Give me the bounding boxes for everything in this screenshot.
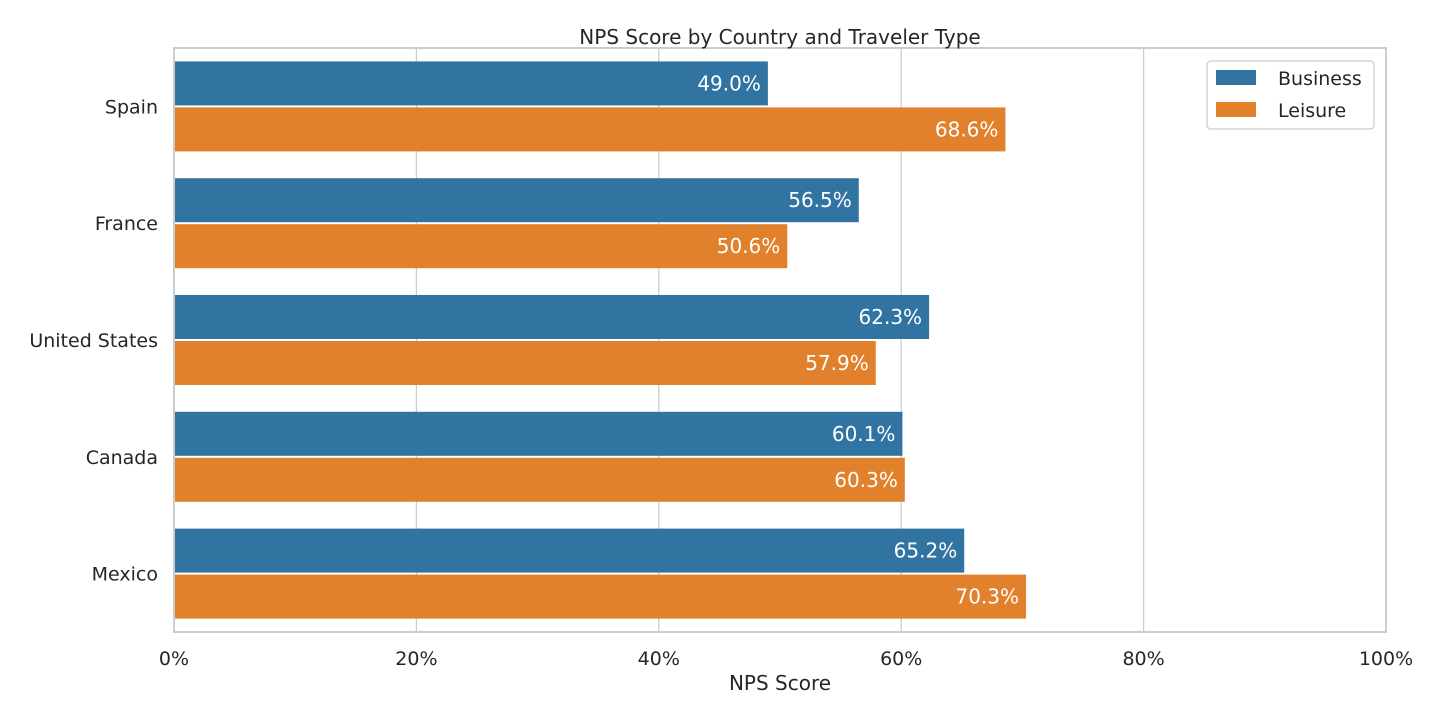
bar-leisure — [174, 574, 1027, 619]
bar-business — [174, 411, 903, 456]
plot-frame — [173, 47, 1387, 633]
y-tick-label: France — [95, 213, 158, 235]
bar-business — [174, 528, 965, 573]
x-tick-label: 80% — [1122, 648, 1164, 670]
bar-business — [174, 295, 930, 339]
data-label: 62.3% — [859, 305, 923, 329]
data-label: 57.9% — [805, 351, 869, 375]
bar-leisure — [174, 341, 876, 385]
chart-title: NPS Score by Country and Traveler Type — [579, 25, 980, 49]
bar-leisure — [174, 224, 788, 269]
bar-business — [174, 178, 859, 223]
bar-business — [174, 61, 768, 106]
legend-swatch-leisure — [1216, 102, 1256, 117]
x-tick-label: 100% — [1359, 648, 1413, 670]
y-tick-label: Spain — [105, 96, 158, 118]
legend-swatch-business — [1216, 70, 1256, 85]
x-axis-label: NPS Score — [729, 671, 831, 695]
data-label: 49.0% — [697, 71, 761, 95]
data-label: 60.3% — [834, 468, 898, 492]
data-label: 68.6% — [935, 117, 999, 141]
legend-label: Leisure — [1278, 100, 1346, 122]
x-tick-label: 40% — [638, 648, 680, 670]
x-tick-label: 60% — [880, 648, 922, 670]
x-tick-label: 0% — [159, 648, 189, 670]
data-label: 70.3% — [955, 585, 1019, 609]
x-tick-label: 20% — [395, 648, 437, 670]
bar-leisure — [174, 107, 1006, 152]
data-label: 65.2% — [894, 539, 958, 563]
data-label: 56.5% — [788, 188, 852, 212]
y-tick-label: United States — [29, 330, 158, 352]
y-tick-label: Mexico — [92, 564, 158, 586]
bars: 49.0% 68.6% 56.5% 50.6% 62.3% 57.9% 60.1% 60.3%… — [174, 61, 1027, 619]
x-tick-labels: 0% 20% 40% 60% 80% 100% — [159, 648, 1413, 670]
legend-label: Business — [1278, 68, 1362, 90]
bar-leisure — [174, 457, 905, 502]
y-tick-labels: Spain France United States Canada Mexico — [29, 96, 158, 585]
data-label: 60.1% — [832, 422, 896, 446]
data-label: 50.6% — [717, 234, 781, 258]
y-tick-label: Canada — [86, 447, 158, 469]
legend: Business Leisure — [1206, 60, 1375, 130]
